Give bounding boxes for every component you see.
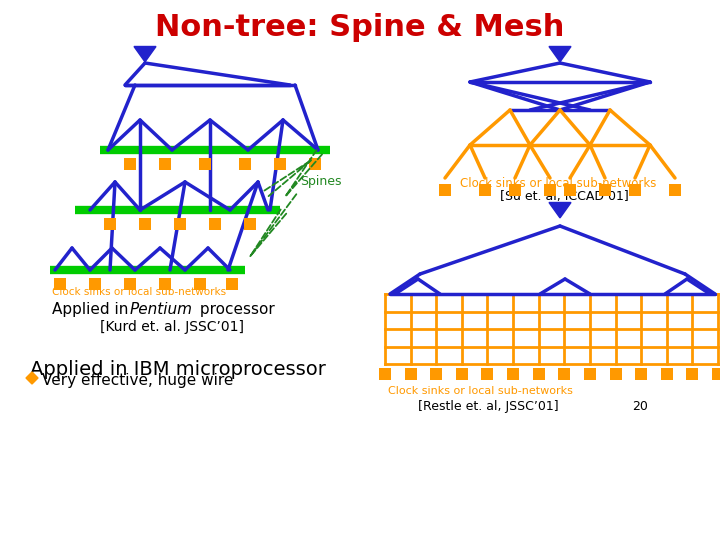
Text: [Restle et. al, JSSC’01]: [Restle et. al, JSSC’01] xyxy=(418,400,559,413)
Text: [Su et. al, ICCAD’01]: [Su et. al, ICCAD’01] xyxy=(500,190,629,203)
Bar xyxy=(54,278,66,290)
Bar xyxy=(686,368,698,380)
Bar xyxy=(509,184,521,196)
Bar xyxy=(309,158,321,170)
Bar xyxy=(629,184,641,196)
Bar xyxy=(405,368,417,380)
Bar xyxy=(507,368,519,380)
Text: [Kurd et. al. JSSC’01]: [Kurd et. al. JSSC’01] xyxy=(100,320,244,334)
Bar xyxy=(431,368,442,380)
Polygon shape xyxy=(549,46,571,62)
Text: Clock sinks or local sub-networks: Clock sinks or local sub-networks xyxy=(460,177,657,190)
Bar xyxy=(139,218,151,230)
Text: Applied in: Applied in xyxy=(52,302,133,317)
Text: Spines: Spines xyxy=(300,176,341,188)
Bar xyxy=(194,278,206,290)
Bar xyxy=(104,218,116,230)
Text: Non-tree: Spine & Mesh: Non-tree: Spine & Mesh xyxy=(156,13,564,42)
Bar xyxy=(209,218,221,230)
Bar xyxy=(174,218,186,230)
Bar xyxy=(124,158,136,170)
Bar xyxy=(226,278,238,290)
Polygon shape xyxy=(26,372,38,384)
Bar xyxy=(482,368,493,380)
Bar xyxy=(533,368,545,380)
Bar xyxy=(159,278,171,290)
Bar xyxy=(635,368,647,380)
Bar xyxy=(439,184,451,196)
Bar xyxy=(564,184,576,196)
Bar xyxy=(558,368,570,380)
Bar xyxy=(669,184,681,196)
Bar xyxy=(199,158,211,170)
Bar xyxy=(159,158,171,170)
Bar xyxy=(456,368,468,380)
Bar xyxy=(124,278,136,290)
Polygon shape xyxy=(549,202,571,218)
Bar xyxy=(599,184,611,196)
Text: Clock sinks or local sub-networks: Clock sinks or local sub-networks xyxy=(388,386,573,396)
Bar xyxy=(712,368,720,380)
Bar xyxy=(89,278,101,290)
Bar xyxy=(274,158,286,170)
Bar xyxy=(544,184,556,196)
Text: Very effective, huge wire: Very effective, huge wire xyxy=(42,373,233,388)
Bar xyxy=(610,368,621,380)
Bar xyxy=(479,184,491,196)
Text: processor: processor xyxy=(195,302,275,317)
Polygon shape xyxy=(134,46,156,62)
Bar xyxy=(244,218,256,230)
Bar xyxy=(584,368,596,380)
Bar xyxy=(239,158,251,170)
Bar xyxy=(379,368,391,380)
Text: 20: 20 xyxy=(632,400,648,413)
Text: Clock sinks or local sub-networks: Clock sinks or local sub-networks xyxy=(52,287,226,297)
Text: Applied in IBM microprocessor: Applied in IBM microprocessor xyxy=(30,360,326,379)
Text: Pentium: Pentium xyxy=(130,302,193,317)
Bar xyxy=(661,368,672,380)
